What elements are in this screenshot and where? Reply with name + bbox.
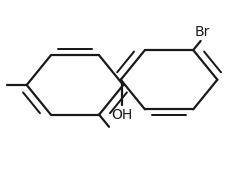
Text: Br: Br (194, 25, 210, 39)
Text: OH: OH (111, 108, 133, 122)
